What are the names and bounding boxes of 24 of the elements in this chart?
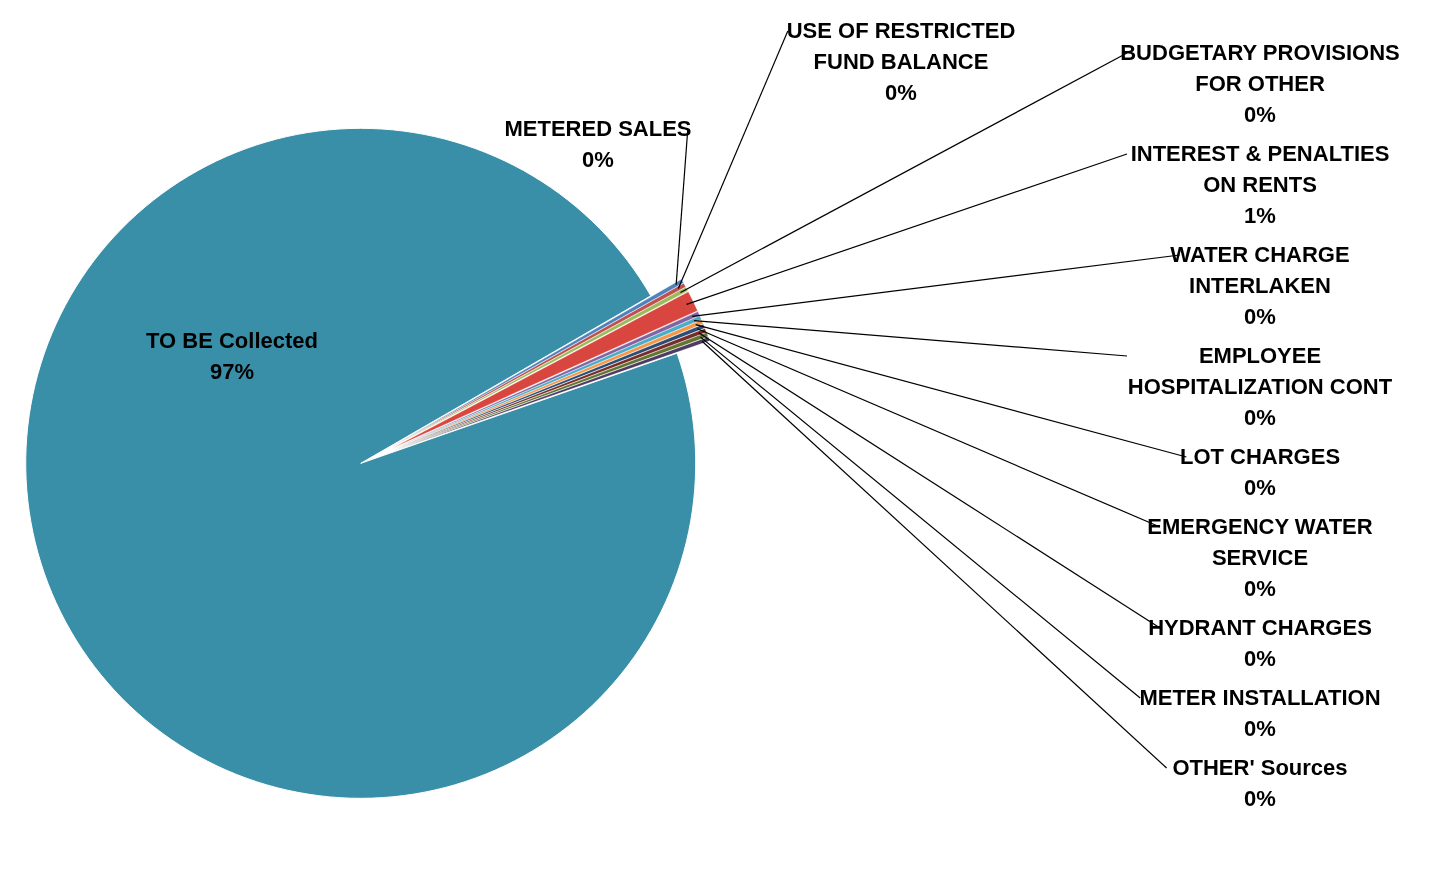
- data-label: 0%: [1244, 646, 1276, 671]
- slice-label: BUDGETARY PROVISIONS FOR OTHER: [1120, 40, 1400, 96]
- slice-label: METER INSTALLATION: [1139, 685, 1381, 710]
- data-label: 97%: [209, 359, 255, 384]
- data-label: 0%: [885, 80, 917, 105]
- slice-label: EMPLOYEE HOSPITALIZATION CONT: [1127, 343, 1393, 399]
- slice-label: TO BE Collected: [146, 328, 318, 353]
- slice-label: WATER CHARGE INTERLAKEN: [1170, 242, 1350, 298]
- data-label: 0%: [582, 147, 614, 172]
- data-label: 0%: [1244, 405, 1276, 430]
- slice-label: OTHER' Sources: [1172, 755, 1348, 780]
- slice-label: LOT CHARGES: [1179, 444, 1341, 469]
- slice-label: HYDRANT CHARGES: [1148, 615, 1372, 640]
- slice-label: USE OF RESTRICTED FUND BALANCE: [786, 18, 1016, 74]
- data-label: 0%: [1244, 716, 1276, 741]
- data-label: 0%: [1244, 102, 1276, 127]
- data-label: 0%: [1244, 475, 1276, 500]
- slice-label: INTEREST & PENALTIES ON RENTS: [1130, 141, 1390, 197]
- data-label: 1%: [1244, 203, 1276, 228]
- data-label: 0%: [1244, 786, 1276, 811]
- data-label: 0%: [1244, 576, 1276, 601]
- slice-label: METERED SALES: [504, 116, 692, 141]
- data-label: 0%: [1244, 304, 1276, 329]
- slice-label: EMERGENCY WATER SERVICE: [1147, 514, 1373, 570]
